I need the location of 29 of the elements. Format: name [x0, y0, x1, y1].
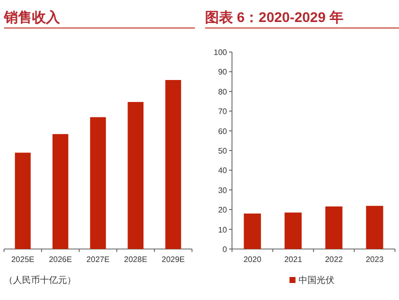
- y-tick-label: 60: [218, 126, 228, 136]
- x-tick-label: 2022: [324, 255, 344, 264]
- bar: [52, 134, 68, 249]
- y-tick-label: 50: [218, 146, 228, 156]
- bar: [90, 117, 106, 249]
- x-tick-label: 2023: [366, 255, 384, 264]
- bar: [165, 80, 182, 249]
- chart-title: 销售收入: [3, 9, 61, 25]
- y-tick-label: 90: [218, 68, 228, 77]
- x-tick-label: 2028E: [124, 255, 148, 264]
- x-tick-label: 2027E: [86, 255, 110, 264]
- x-tick-label: 2029E: [162, 255, 185, 264]
- y-tick-label: 70: [218, 107, 228, 116]
- y-tick-label: 30: [218, 186, 228, 195]
- x-tick-label: 2025E: [11, 255, 34, 264]
- y-tick-label: 0: [222, 245, 228, 254]
- y-tick-label: 10: [218, 225, 228, 234]
- bar: [128, 102, 144, 249]
- x-tick-label: 2026E: [48, 255, 72, 264]
- x-tick-label: 2020: [243, 255, 262, 264]
- bar: [14, 152, 31, 249]
- y-tick-label: 40: [218, 166, 228, 176]
- y-tick-label: 20: [218, 206, 228, 215]
- legend-label: 中国光伏: [298, 275, 334, 285]
- y-tick-label: 80: [218, 87, 228, 96]
- chart-title: 图表 6：2020-2029 年: [205, 9, 344, 25]
- x-tick-label: 2021: [284, 255, 303, 264]
- text: （人民币十亿元）: [4, 275, 76, 285]
- y-tick-label: 100: [214, 48, 228, 57]
